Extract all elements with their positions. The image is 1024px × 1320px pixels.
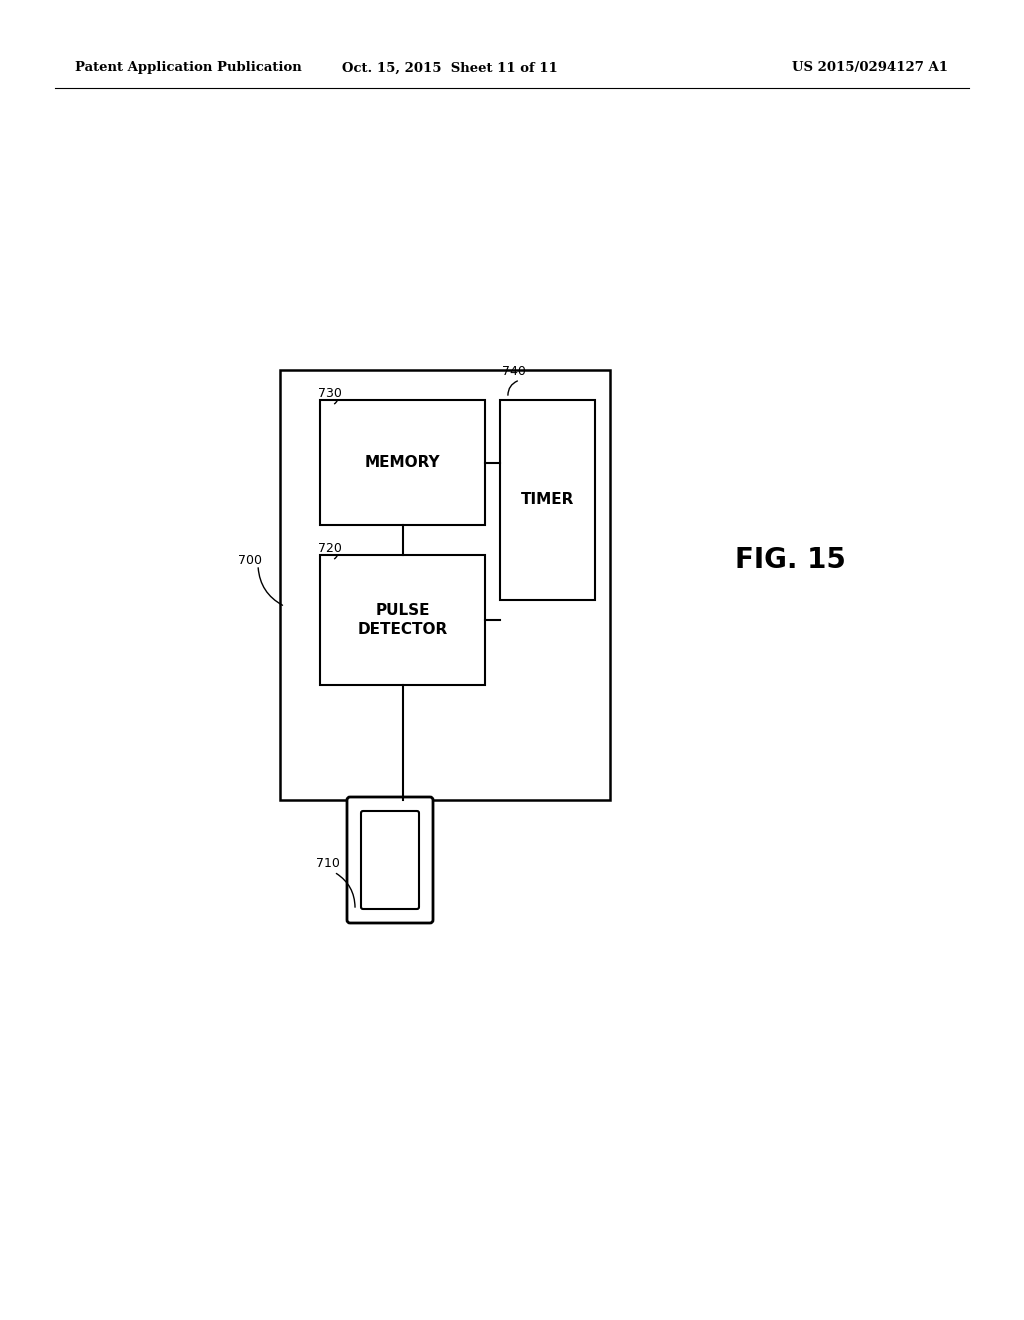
Text: 730: 730 — [318, 387, 342, 400]
FancyBboxPatch shape — [361, 810, 419, 909]
Text: US 2015/0294127 A1: US 2015/0294127 A1 — [792, 62, 948, 74]
Bar — [500, 400, 595, 601]
Text: FIG. 15: FIG. 15 — [734, 546, 846, 574]
Text: PULSE
DETECTOR: PULSE DETECTOR — [357, 603, 447, 638]
Bar — [319, 554, 485, 685]
Bar — [319, 400, 485, 525]
Text: Patent Application Publication: Patent Application Publication — [75, 62, 302, 74]
Text: MEMORY: MEMORY — [365, 455, 440, 470]
Text: TIMER: TIMER — [521, 492, 574, 507]
Text: 710: 710 — [316, 857, 340, 870]
Text: Oct. 15, 2015  Sheet 11 of 11: Oct. 15, 2015 Sheet 11 of 11 — [342, 62, 558, 74]
FancyBboxPatch shape — [347, 797, 433, 923]
Text: 740: 740 — [502, 366, 526, 378]
Text: 700: 700 — [238, 553, 262, 566]
Bar — [280, 370, 610, 800]
Text: 720: 720 — [318, 543, 342, 554]
